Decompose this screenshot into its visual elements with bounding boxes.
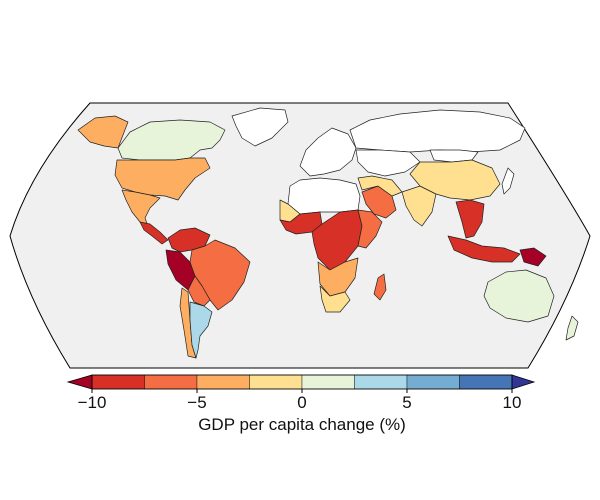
region-new-guinea xyxy=(519,247,547,267)
region-southeast-asia xyxy=(455,199,485,239)
region-australia xyxy=(483,269,555,323)
colorbar-bin xyxy=(196,374,250,390)
colorbar-bin xyxy=(406,374,460,390)
region-mexico xyxy=(121,189,161,227)
colorbar-title: GDP per capita change (%) xyxy=(198,415,406,434)
region-greenland xyxy=(231,107,289,147)
region-indonesia xyxy=(447,235,521,263)
colorbar-tick-label: 5 xyxy=(402,393,411,412)
region-middle-east xyxy=(357,175,403,197)
region-central-america xyxy=(139,221,169,245)
region-china xyxy=(409,159,501,201)
region-southern-africa xyxy=(317,257,359,297)
colorbar-bin xyxy=(91,374,145,390)
colorbar-tick-label: −10 xyxy=(78,393,107,412)
colorbar-tick-label: −5 xyxy=(187,393,206,412)
region-new-zealand xyxy=(565,315,579,341)
colorbar-bins xyxy=(91,374,513,390)
region-madagascar xyxy=(373,273,387,301)
colorbar-bin xyxy=(459,374,513,390)
colorbar-bin xyxy=(144,374,198,390)
colorbar-bin xyxy=(301,374,355,390)
colorbar-tick-label: 10 xyxy=(503,393,522,412)
region-argentina xyxy=(189,301,213,359)
colorbar-tick-label: 0 xyxy=(297,393,306,412)
region-japan xyxy=(501,167,515,195)
region-central-asia xyxy=(355,149,421,177)
colorbar-under-arrow xyxy=(66,374,93,390)
region-bolivia-paraguay xyxy=(187,275,211,307)
region-alaska xyxy=(77,115,129,149)
colorbar-bin xyxy=(354,374,408,390)
colorbar-bin xyxy=(249,374,303,390)
colorbar-ticks: −10 −5 0 5 10 xyxy=(78,389,522,412)
colorbar-over-arrow xyxy=(511,374,536,390)
world-map xyxy=(9,102,591,369)
region-south-africa xyxy=(319,285,351,313)
region-usa xyxy=(114,157,211,201)
